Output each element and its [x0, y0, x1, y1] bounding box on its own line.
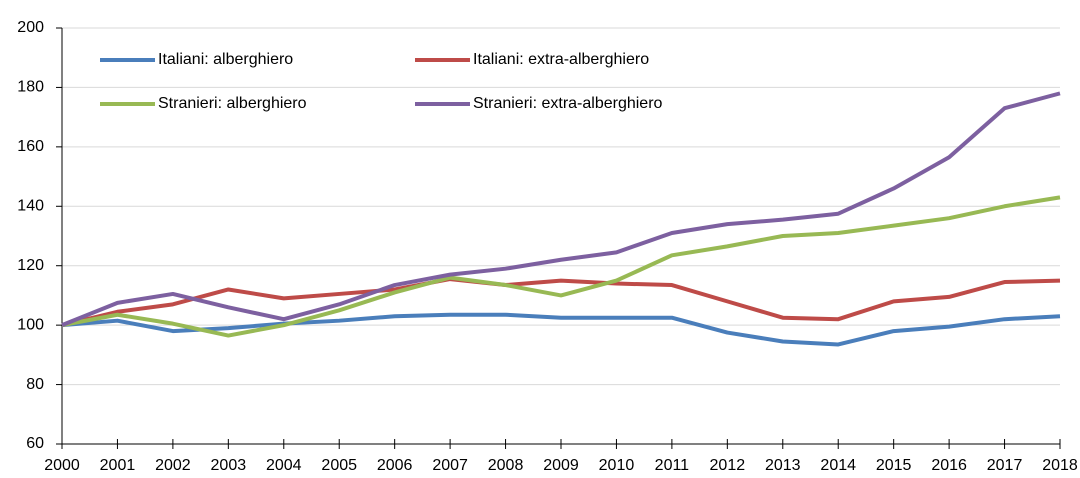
series-line — [61, 312, 1061, 347]
series-line — [61, 91, 1061, 327]
legend-label: Stranieri: extra-alberghiero — [473, 95, 663, 112]
series-line — [61, 277, 1061, 328]
y-tick-label: 60 — [26, 435, 44, 452]
x-tick-label: 2006 — [377, 457, 413, 474]
x-tick-label: 2005 — [321, 457, 357, 474]
x-tick-label: 2008 — [488, 457, 524, 474]
series-line — [61, 195, 1061, 338]
x-tick-label: 2012 — [710, 457, 746, 474]
y-tick-label: 180 — [17, 79, 44, 96]
x-tick-label: 2004 — [266, 457, 302, 474]
y-tick-label: 80 — [26, 376, 44, 393]
legend-label: Italiani: extra-alberghiero — [473, 51, 649, 68]
y-tick-label: 200 — [17, 19, 44, 36]
x-tick-label: 2011 — [655, 457, 690, 474]
y-tick-label: 120 — [17, 257, 44, 274]
legend-label: Stranieri: alberghiero — [158, 95, 307, 112]
x-tick-label: 2002 — [155, 457, 191, 474]
x-tick-label: 2017 — [987, 457, 1023, 474]
x-tick-label: 2014 — [820, 457, 856, 474]
x-tick-label: 2007 — [432, 457, 468, 474]
x-tick-label: 2013 — [765, 457, 801, 474]
y-tick-label: 160 — [17, 138, 44, 155]
x-tick-label: 2018 — [1042, 457, 1078, 474]
legend-label: Italiani: alberghiero — [158, 51, 293, 68]
x-tick-label: 2000 — [44, 457, 80, 474]
x-tick-label: 2015 — [876, 457, 912, 474]
x-tick-label: 2009 — [543, 457, 579, 474]
x-tick-label: 2010 — [599, 457, 635, 474]
y-tick-label: 100 — [17, 316, 44, 333]
x-tick-label: 2003 — [211, 457, 247, 474]
x-tick-label: 2016 — [931, 457, 967, 474]
y-tick-label: 140 — [17, 198, 44, 215]
x-tick-label: 2001 — [100, 457, 136, 474]
